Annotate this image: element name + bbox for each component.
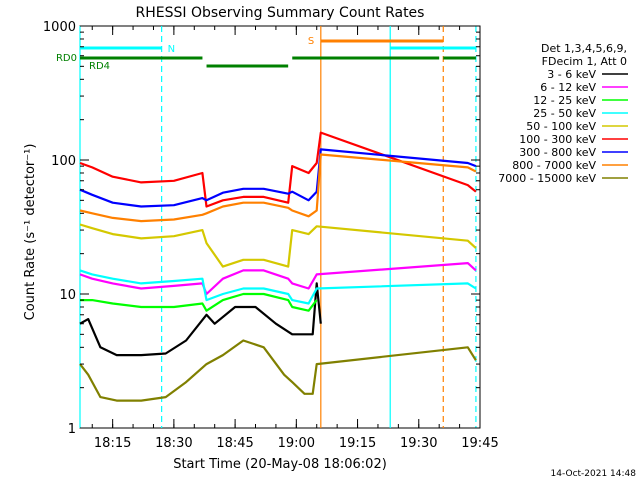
x-tick-label: 18:45: [216, 436, 253, 451]
flag-bars: N S RD0 RD4: [56, 36, 476, 72]
x-tick-label: 19:45: [461, 436, 498, 451]
legend: Det 1,3,4,5,6,9,FDecim 1, Att 03 - 6 keV…: [498, 42, 628, 185]
y-tick-label: 10: [59, 288, 76, 303]
flag-label: N: [168, 44, 175, 55]
x-tick-label: 19:30: [400, 436, 437, 451]
series-line: [79, 282, 322, 357]
x-tick-label: 19:15: [339, 436, 376, 451]
y-tick-label: 1: [68, 422, 76, 437]
series-line: [80, 292, 318, 312]
x-tick-label: 18:30: [155, 436, 192, 451]
series-line: [79, 131, 477, 208]
series-line: [79, 269, 477, 305]
footer-date: 14-Oct-2021 14:48: [551, 469, 637, 479]
legend-entry: 300 - 800 keV: [519, 146, 596, 159]
series-line: [79, 223, 477, 268]
y-tick-label: 100: [51, 154, 76, 169]
legend-header: FDecim 1, Att 0: [542, 55, 627, 68]
legend-entry: 800 - 7000 keV: [512, 159, 596, 172]
legend-entry: 12 - 25 keV: [533, 94, 596, 107]
series-line: [79, 262, 477, 296]
legend-entry: 50 - 100 keV: [526, 120, 596, 133]
legend-entry: 7000 - 15000 keV: [498, 172, 596, 185]
flag-label: RD4: [89, 61, 110, 72]
flag-label: RD0: [56, 53, 77, 64]
y-axis-label: Count Rate (s⁻¹ detector⁻¹): [23, 144, 38, 321]
legend-header: Det 1,3,4,5,6,9,: [541, 42, 627, 55]
legend-entry: 25 - 50 keV: [533, 107, 596, 120]
legend-entry: 100 - 300 keV: [519, 133, 596, 146]
series-line: [79, 339, 477, 402]
axes: 1 10 100 1000 18:15 18:30 18:45 19:00 19:15 19:30…: [43, 20, 499, 451]
series-line: [79, 148, 477, 208]
series-line: [79, 153, 477, 223]
series-layer: [79, 131, 477, 402]
flag-label: S: [308, 36, 314, 47]
x-tick-label: 18:15: [94, 436, 131, 451]
y-tick-label: 1000: [43, 20, 76, 35]
vertical-markers: [79, 26, 477, 428]
chart-title: RHESSI Observing Summary Count Rates: [136, 5, 425, 21]
legend-entry: 3 - 6 keV: [547, 68, 596, 81]
legend-entry: 6 - 12 keV: [540, 81, 596, 94]
x-axis-label: Start Time (20-May-08 18:06:02): [173, 457, 387, 472]
x-tick-label: 19:00: [278, 436, 315, 451]
